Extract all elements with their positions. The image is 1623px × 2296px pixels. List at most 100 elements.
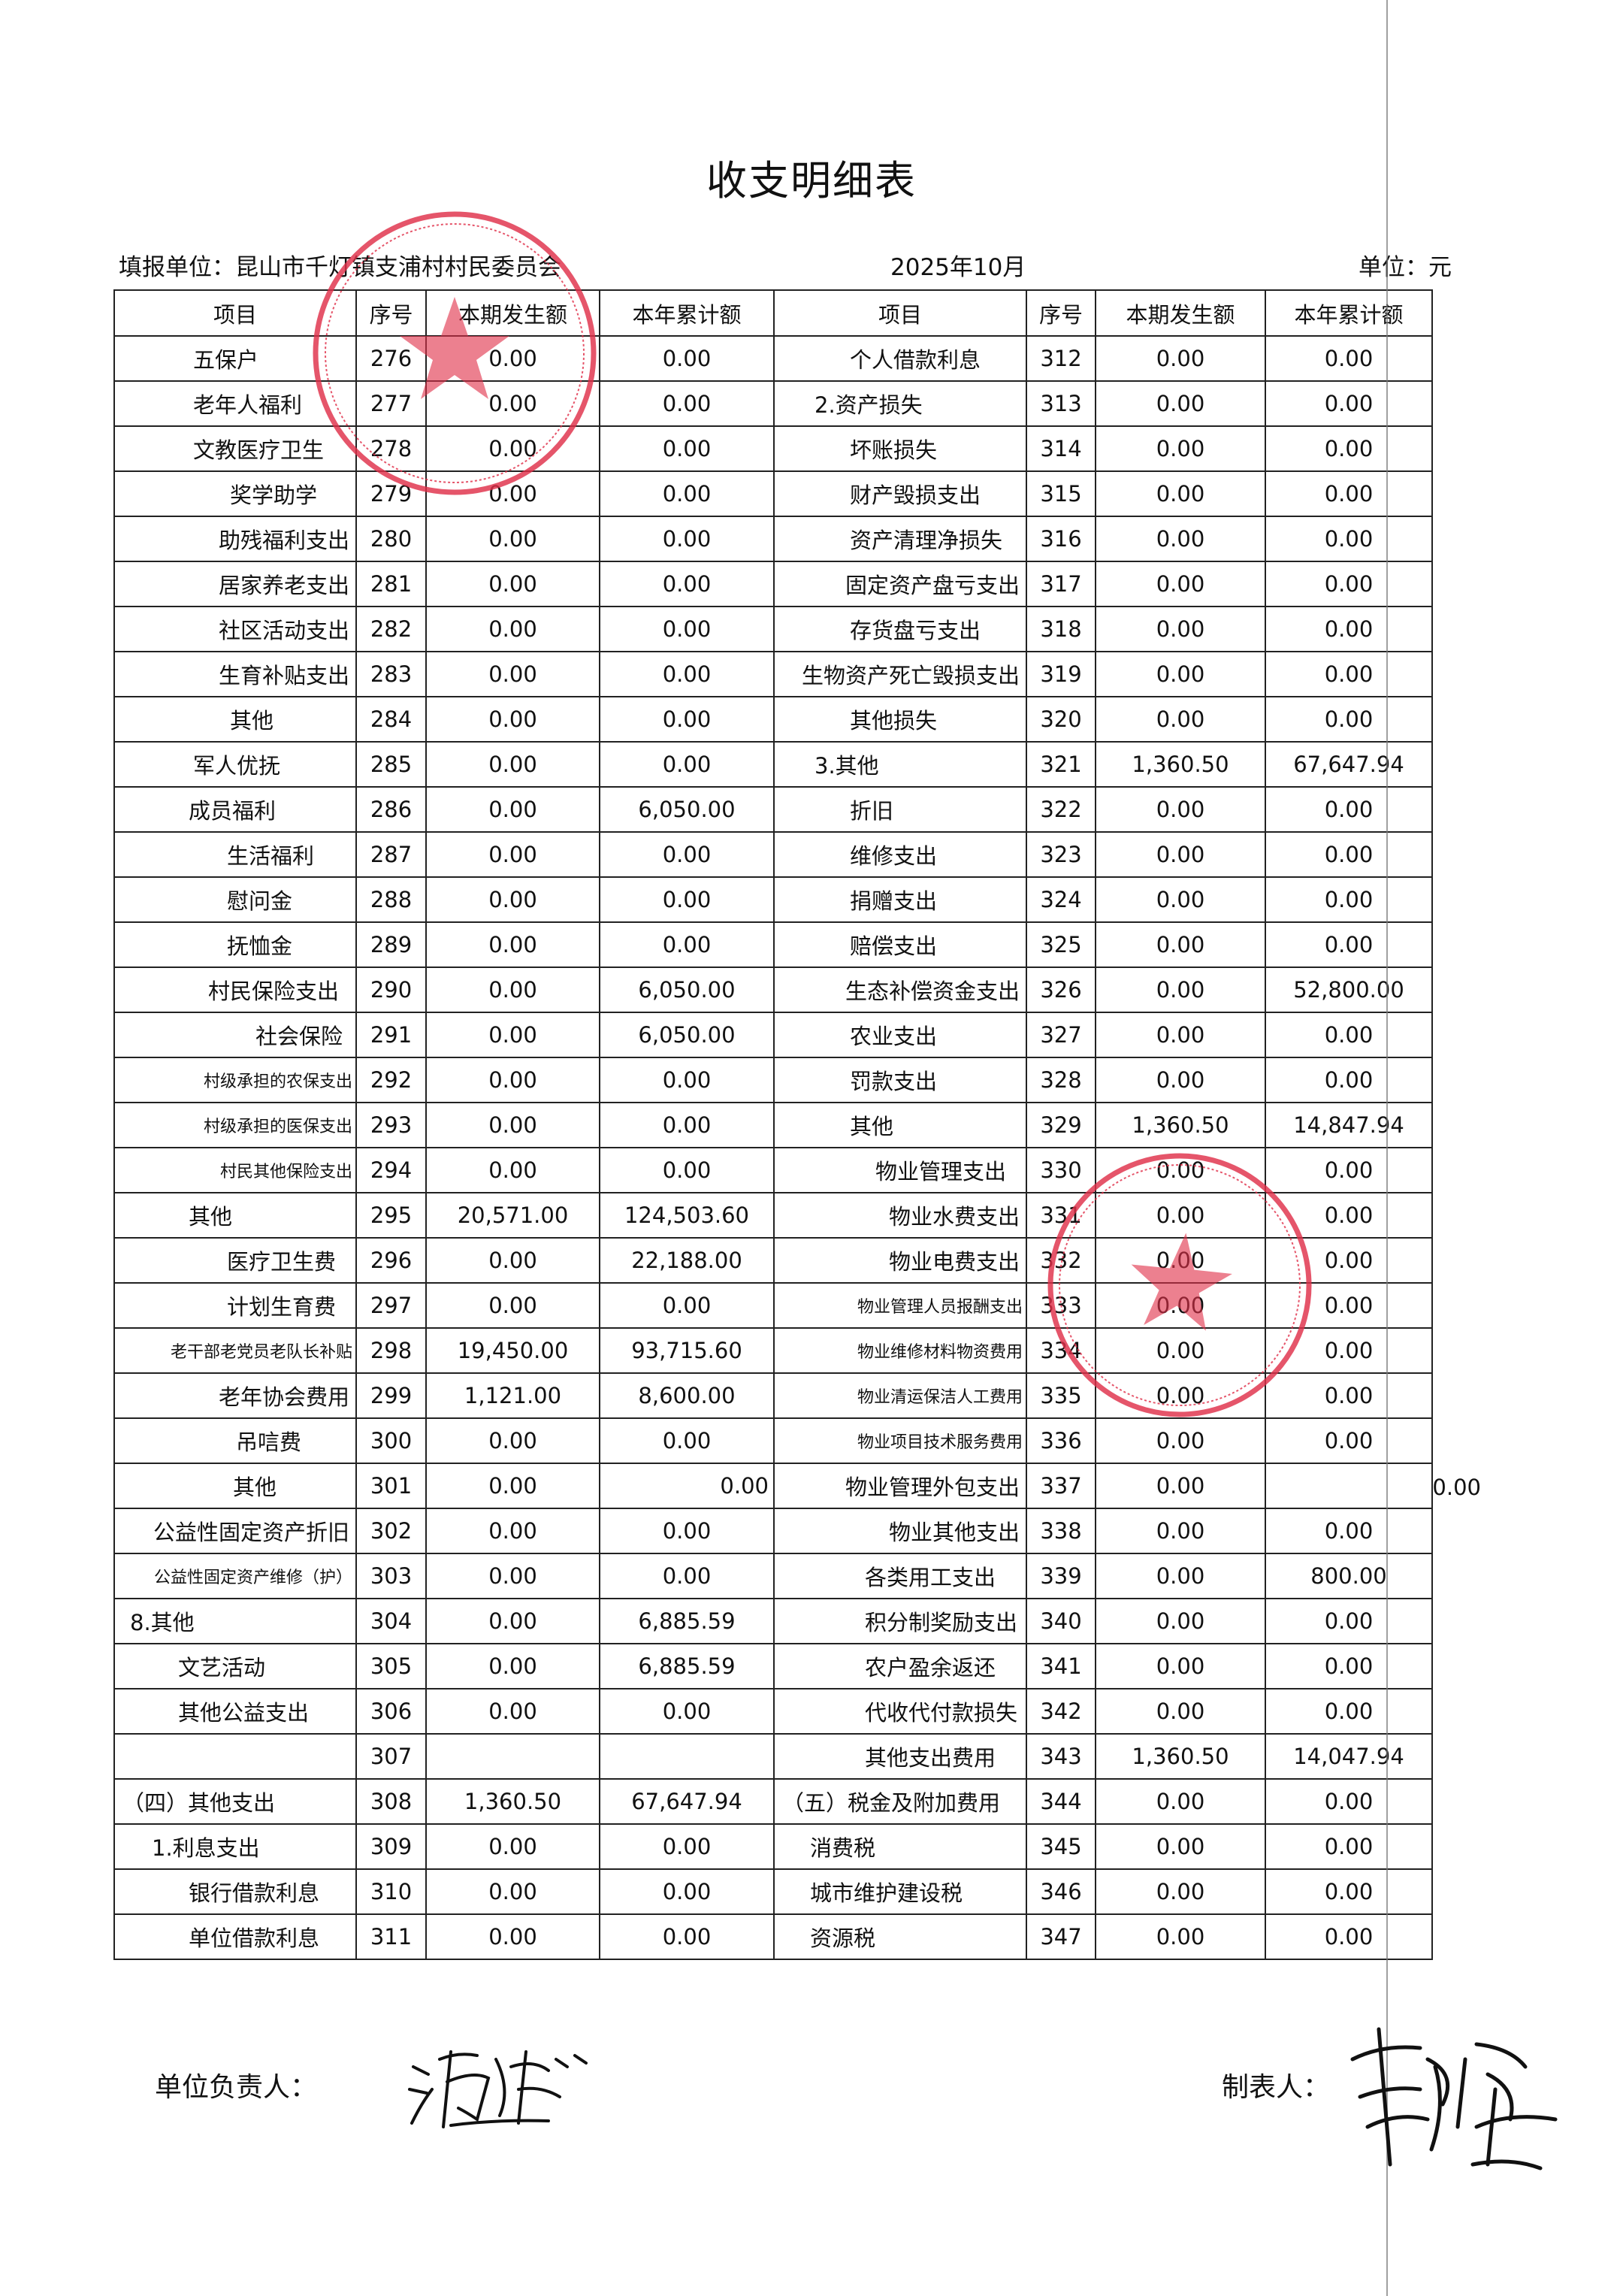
table-row: 村民其他保险支出 294 0.00 0.00 物业管理支出 330 0.00 0.00 <box>113 1147 1433 1193</box>
ytd-amount: 0.00 <box>599 1823 775 1870</box>
item-name: 老干部老党员老队长补贴 <box>113 1327 357 1374</box>
seq-number: 328 <box>1026 1057 1096 1103</box>
seq-number: 299 <box>355 1372 427 1419</box>
current-amount: 0.00 <box>425 1417 600 1464</box>
current-amount: 0.00 <box>425 1147 600 1193</box>
item-name: 2.资产损失 <box>773 380 1027 427</box>
seq-number: 287 <box>355 831 427 878</box>
ytd-amount: 6,050.00 <box>599 966 775 1013</box>
seq-number: 306 <box>355 1688 427 1735</box>
item-name-text: 各类用工支出 <box>865 1565 996 1590</box>
item-name-text: 农业支出 <box>850 1024 938 1049</box>
item-name: 赔偿支出 <box>773 921 1027 968</box>
item-name: 文教医疗卫生 <box>113 425 357 472</box>
table-row: 老年协会费用 299 1,121.00 8,600.00 物业清运保洁人工费用 335 0.… <box>113 1372 1433 1419</box>
column-header-ytd: 本年累计额 <box>1265 289 1433 337</box>
column-header-seq: 序号 <box>355 289 427 337</box>
item-name: 捐赠支出 <box>773 876 1027 923</box>
table-row: 1.利息支出 309 0.00 0.00 消费税 345 0.00 0.00 <box>113 1823 1433 1870</box>
ytd-amount: 0.00 <box>599 561 775 607</box>
item-name: 1.利息支出 <box>113 1823 357 1870</box>
seq-number: 304 <box>355 1598 427 1644</box>
ytd-amount: 0.00 <box>1265 1057 1433 1103</box>
table-row: 慰问金 288 0.00 0.00 捐赠支出 324 0.00 0.00 <box>113 876 1433 923</box>
seq-number: 281 <box>355 561 427 607</box>
ytd-amount: 0.00 <box>1265 876 1433 923</box>
seq-number: 296 <box>355 1237 427 1284</box>
item-name-text: 物业水费支出 <box>888 1204 1020 1230</box>
table-row: 307 其他支出费用 343 1,360.50 14,047.94 <box>113 1733 1433 1780</box>
ytd-amount: 0.00 <box>1265 1147 1433 1193</box>
current-amount: 0.00 <box>425 696 600 743</box>
seq-number: 333 <box>1026 1282 1096 1329</box>
item-name: 单位借款利息 <box>113 1913 357 1960</box>
current-amount: 0.00 <box>1095 1417 1266 1464</box>
item-name: 生物资产死亡毁损支出 <box>773 651 1027 697</box>
item-name-text: 助残福利支出 <box>218 528 349 553</box>
seq-number: 301 <box>355 1463 427 1509</box>
item-name-text: 村民其他保险支出 <box>219 1163 352 1181</box>
table-row: 村民保险支出 290 0.00 6,050.00 生态补偿资金支出 326 0.00 52,8… <box>113 966 1433 1013</box>
item-name: 折旧 <box>773 786 1027 833</box>
ytd-amount: 0.00 <box>1265 561 1433 607</box>
item-name: 其他损失 <box>773 696 1027 743</box>
item-name-text: 其他 <box>189 1204 233 1230</box>
item-name-text: 农户盈余返还 <box>865 1655 996 1680</box>
item-name: 物业清运保洁人工费用 <box>773 1372 1027 1419</box>
item-name: 生育补贴支出 <box>113 651 357 697</box>
item-name-text: 村级承担的农保支出 <box>203 1072 352 1091</box>
current-amount: 0.00 <box>1095 1688 1266 1735</box>
item-name: 抚恤金 <box>113 921 357 968</box>
seq-number: 342 <box>1026 1688 1096 1735</box>
current-amount: 0.00 <box>1095 470 1266 517</box>
current-amount: 0.00 <box>1095 516 1266 562</box>
item-name-text: 单位借款利息 <box>189 1925 320 1951</box>
current-amount: 1,121.00 <box>425 1372 600 1419</box>
seq-number: 290 <box>355 966 427 1013</box>
item-name: 居家养老支出 <box>113 561 357 607</box>
item-name: 老年协会费用 <box>113 1372 357 1419</box>
item-name-text: 物业维修材料物资费用 <box>857 1343 1023 1362</box>
item-name: （五）税金及附加费用 <box>773 1778 1027 1825</box>
current-amount: 0.00 <box>1095 1508 1266 1554</box>
item-name: 罚款支出 <box>773 1057 1027 1103</box>
item-name-text: 消费税 <box>810 1835 876 1861</box>
table-row: 其他 295 20,571.00 124,503.60 物业水费支出 331 0.00 0.0… <box>113 1192 1433 1239</box>
item-name-text: 军人优抚 <box>193 753 281 779</box>
ytd-amount: 0.00 <box>1265 1327 1433 1374</box>
seq-number: 291 <box>355 1012 427 1058</box>
seq-number: 308 <box>355 1778 427 1825</box>
item-name: 物业水费支出 <box>773 1192 1027 1239</box>
current-amount: 0.00 <box>1095 1192 1266 1239</box>
item-name: 银行借款利息 <box>113 1868 357 1915</box>
item-name: 村级承担的农保支出 <box>113 1057 357 1103</box>
item-name: 维修支出 <box>773 831 1027 878</box>
current-amount: 0.00 <box>425 741 600 788</box>
ytd-amount: 0.00 <box>599 876 775 923</box>
item-name-text: 物业其他支出 <box>888 1520 1020 1545</box>
seq-number: 325 <box>1026 921 1096 968</box>
current-amount: 0.00 <box>1095 425 1266 472</box>
item-name: 物业电费支出 <box>773 1237 1027 1284</box>
current-amount: 0.00 <box>1095 1057 1266 1103</box>
seq-number: 303 <box>355 1553 427 1599</box>
table-row: 医疗卫生费 296 0.00 22,188.00 物业电费支出 332 0.00 0.00 <box>113 1237 1433 1284</box>
item-name: 物业项目技术服务费用 <box>773 1417 1027 1464</box>
item-name-text: 1.利息支出 <box>152 1835 260 1861</box>
current-amount: 0.00 <box>1095 1778 1266 1825</box>
table-row: 成员福利 286 0.00 6,050.00 折旧 322 0.00 0.00 <box>113 786 1433 833</box>
page-title: 收支明细表 <box>706 157 917 204</box>
item-name: 五保户 <box>113 335 357 382</box>
ytd-amount: 8,600.00 <box>599 1372 775 1419</box>
item-name-text: 吊唁费 <box>236 1429 302 1455</box>
seq-number: 345 <box>1026 1823 1096 1870</box>
seq-number: 314 <box>1026 425 1096 472</box>
ytd-amount: 0.00 <box>599 1057 775 1103</box>
item-name: 其他 <box>113 1463 357 1509</box>
item-name: 物业管理支出 <box>773 1147 1027 1193</box>
seq-number: 298 <box>355 1327 427 1374</box>
item-name: 奖学助学 <box>113 470 357 517</box>
ytd-amount: 0.00 <box>1265 831 1433 878</box>
item-name-text: 代收代付款损失 <box>865 1700 1018 1726</box>
current-amount: 20,571.00 <box>425 1192 600 1239</box>
